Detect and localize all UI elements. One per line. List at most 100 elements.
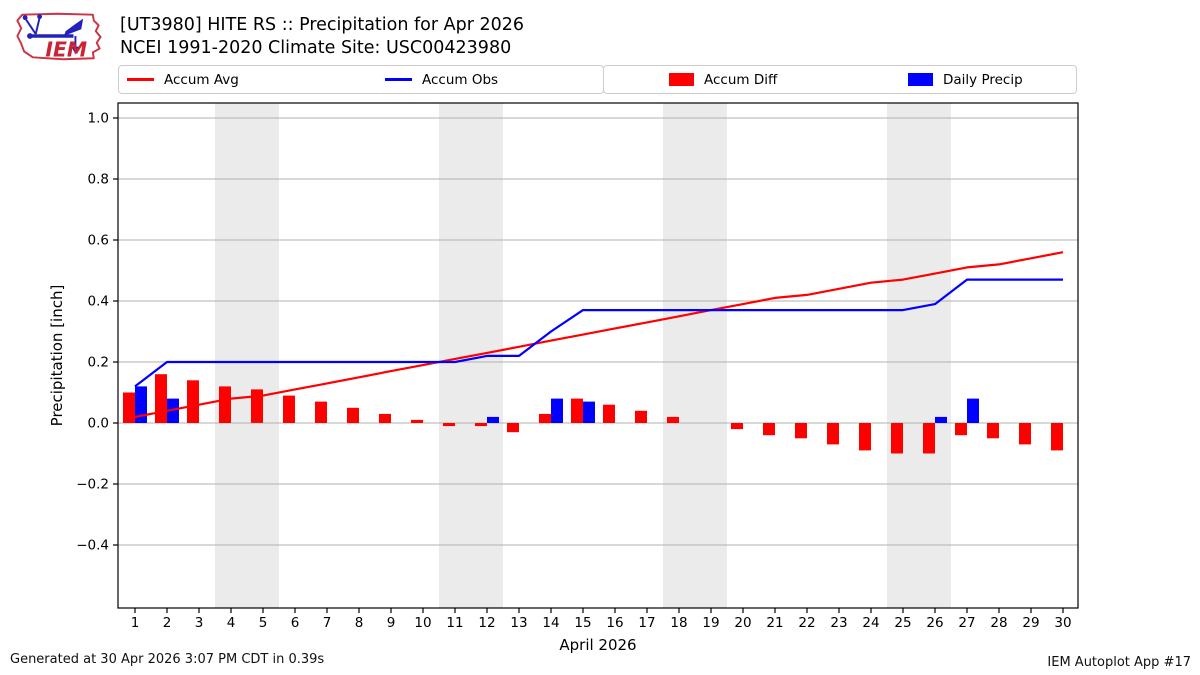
- x-axis-label: April 2026: [559, 636, 636, 654]
- accum-diff-bar-day-9: [379, 413, 391, 424]
- accum-diff-bar-day-8: [347, 407, 359, 424]
- x-tick-label: 20: [734, 615, 751, 631]
- accum-diff-swatch-icon: [669, 73, 694, 86]
- iem-logo: IEM: [16, 12, 102, 61]
- accum-diff-bar-day-7: [315, 401, 327, 423]
- daily-precip-bar-day-26: [935, 416, 947, 423]
- weekend-band: [663, 103, 727, 608]
- daily-precip-swatch-icon: [908, 73, 933, 86]
- x-tick-label: 23: [830, 615, 847, 631]
- page-title: [UT3980] HITE RS :: Precipitation for Ap…: [120, 15, 525, 35]
- accum-diff-bar-day-26: [923, 423, 935, 454]
- x-tick-label: 27: [958, 615, 975, 631]
- x-tick-label: 4: [227, 615, 236, 631]
- app-credit: IEM Autoplot App #17: [1047, 655, 1191, 670]
- accum-avg-line: [134, 251, 1064, 418]
- accum-diff-bar-day-16: [603, 404, 615, 423]
- legend-entry-accum-obs: Accum Obs: [385, 66, 498, 93]
- weather-vane-icon: [22, 14, 84, 55]
- daily-precip-bar-day-27: [967, 398, 979, 423]
- x-tick-label: 28: [990, 615, 1007, 631]
- x-tick-label: 16: [606, 615, 623, 631]
- y-tick-label: 0.8: [88, 172, 109, 188]
- y-tick-label: −0.2: [76, 477, 109, 493]
- legend-label: Accum Diff: [704, 71, 778, 88]
- weekend-band: [887, 103, 951, 608]
- daily-precip-bar-day-15: [583, 401, 595, 423]
- accum-diff-bar-day-24: [859, 423, 871, 451]
- accum-diff-bar-day-20: [731, 423, 743, 430]
- accum-diff-bar-day-6: [283, 395, 295, 423]
- legend-label: Accum Avg: [164, 71, 239, 88]
- x-tick-label: 3: [195, 615, 204, 631]
- accum-diff-bar-day-29: [1019, 423, 1031, 445]
- accum-avg-swatch-icon: [127, 78, 154, 81]
- accum-diff-bar-day-5: [251, 389, 263, 423]
- legend-box-2: Accum Diff Daily Precip: [603, 65, 1077, 94]
- x-tick-label: 25: [894, 615, 911, 631]
- iem-logo-text: IEM: [45, 37, 87, 61]
- accum-diff-bar-day-17: [635, 410, 647, 423]
- accum-diff-bar-day-25: [891, 423, 903, 454]
- legend-label: Daily Precip: [943, 71, 1023, 88]
- legend-entry-accum-diff: Accum Diff: [669, 66, 777, 93]
- x-tick-label: 21: [766, 615, 783, 631]
- y-tick-label: 1.0: [88, 111, 109, 127]
- accum-diff-bar-day-13: [507, 423, 519, 433]
- x-tick-label: 26: [926, 615, 943, 631]
- accum-diff-bar-day-4: [219, 386, 231, 423]
- x-tick-label: 12: [478, 615, 495, 631]
- accum-diff-bar-day-22: [795, 423, 807, 439]
- legend-box-1: Accum Avg Accum Obs: [118, 65, 604, 94]
- daily-precip-bar-day-1: [135, 386, 147, 423]
- accum-diff-bar-day-23: [827, 423, 839, 445]
- legend-entry-daily-precip: Daily Precip: [908, 66, 1023, 93]
- accum-diff-bar-day-21: [763, 423, 775, 436]
- y-tick-label: −0.4: [76, 538, 109, 554]
- legend-label: Accum Obs: [422, 71, 499, 88]
- accum-diff-bar-day-18: [667, 416, 679, 423]
- x-tick-label: 11: [446, 615, 463, 631]
- y-axis-label: Precipitation [inch]: [48, 285, 66, 427]
- y-tick-label: 0.2: [88, 355, 109, 371]
- accum-diff-bar-day-27: [955, 423, 967, 436]
- accum-diff-bar-day-3: [187, 380, 199, 423]
- x-tick-label: 18: [670, 615, 687, 631]
- plot-frame: [117, 102, 1079, 609]
- x-tick-label: 2: [163, 615, 172, 631]
- x-tick-label: 13: [510, 615, 527, 631]
- x-tick-label: 6: [291, 615, 300, 631]
- accum-obs-swatch-icon: [385, 78, 412, 81]
- accum-diff-bar-day-28: [987, 423, 999, 439]
- accum-diff-bar-day-15: [571, 398, 583, 423]
- legend-entry-accum-avg: Accum Avg: [127, 66, 239, 93]
- x-tick-label: 1: [131, 615, 140, 631]
- daily-precip-bar-day-14: [551, 398, 563, 423]
- accum-diff-bar-day-14: [539, 413, 551, 424]
- y-tick-label: 0.4: [88, 294, 109, 310]
- x-tick-label: 29: [1022, 615, 1039, 631]
- accum-diff-bar-day-11: [443, 423, 455, 427]
- chart-header: [UT3980] HITE RS :: Precipitation for Ap…: [120, 14, 524, 60]
- y-tick-label: 0.6: [88, 233, 109, 249]
- daily-precip-bar-day-12: [487, 416, 499, 423]
- y-tick-label: 0.0: [88, 416, 109, 432]
- x-tick-label: 9: [387, 615, 396, 631]
- x-tick-label: 17: [638, 615, 655, 631]
- x-tick-label: 15: [574, 615, 591, 631]
- x-tick-label: 30: [1054, 615, 1071, 631]
- x-tick-label: 8: [355, 615, 364, 631]
- accum-diff-bar-day-12: [475, 423, 487, 427]
- x-tick-label: 22: [798, 615, 815, 631]
- accum-diff-bar-day-10: [411, 419, 423, 423]
- accum-diff-bar-day-1: [123, 392, 135, 423]
- x-tick-label: 10: [414, 615, 431, 631]
- x-tick-label: 7: [323, 615, 332, 631]
- x-tick-label: 19: [702, 615, 719, 631]
- accum-obs-line: [134, 278, 1063, 388]
- x-tick-label: 24: [862, 615, 879, 631]
- weekend-band: [215, 103, 279, 608]
